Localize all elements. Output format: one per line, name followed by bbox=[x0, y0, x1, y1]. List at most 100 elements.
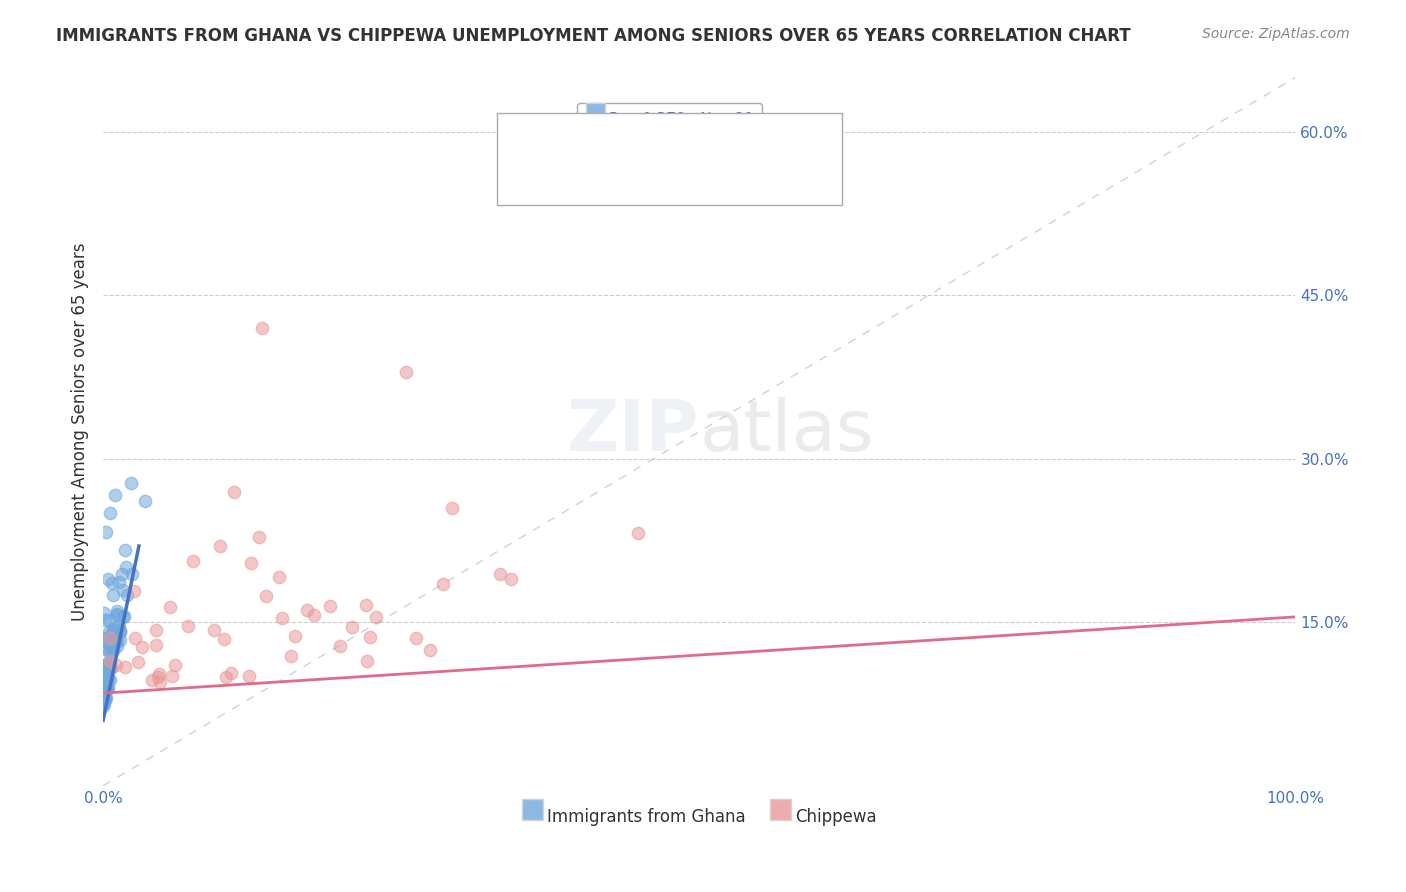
Point bbox=[104, 657, 127, 672]
Point bbox=[302, 607, 325, 622]
Point bbox=[145, 638, 167, 652]
Point bbox=[100, 576, 122, 591]
Point bbox=[93, 675, 115, 690]
Point bbox=[103, 632, 125, 646]
Point bbox=[93, 631, 115, 645]
Point bbox=[269, 570, 291, 584]
Point bbox=[395, 365, 418, 379]
Point bbox=[114, 660, 136, 674]
Point bbox=[97, 613, 120, 627]
Point bbox=[134, 494, 156, 508]
Point bbox=[254, 590, 277, 604]
Point bbox=[101, 624, 124, 638]
Point bbox=[181, 554, 204, 568]
Text: IMMIGRANTS FROM GHANA VS CHIPPEWA UNEMPLOYMENT AMONG SENIORS OVER 65 YEARS CORRE: IMMIGRANTS FROM GHANA VS CHIPPEWA UNEMPL… bbox=[56, 27, 1130, 45]
Point bbox=[97, 673, 120, 687]
Text: ZIP: ZIP bbox=[567, 397, 699, 467]
Point bbox=[96, 657, 118, 671]
Point bbox=[108, 618, 131, 632]
Point bbox=[97, 572, 120, 586]
Point bbox=[101, 588, 124, 602]
Point bbox=[214, 632, 236, 646]
Point bbox=[340, 620, 363, 634]
Point bbox=[280, 649, 302, 664]
Point bbox=[94, 691, 117, 706]
Point bbox=[114, 542, 136, 557]
Point bbox=[354, 598, 377, 612]
Point bbox=[238, 669, 260, 683]
Text: atlas: atlas bbox=[699, 397, 873, 467]
Legend: Immigrants from Ghana, Chippewa: Immigrants from Ghana, Chippewa bbox=[513, 799, 886, 834]
Point bbox=[96, 657, 118, 672]
Point bbox=[419, 642, 441, 657]
Point bbox=[432, 577, 454, 591]
Point bbox=[222, 484, 245, 499]
Point bbox=[93, 697, 115, 711]
Point bbox=[489, 566, 512, 581]
Point bbox=[405, 631, 427, 645]
Point bbox=[93, 663, 115, 677]
Point bbox=[94, 659, 117, 673]
Point bbox=[149, 675, 172, 690]
Point bbox=[93, 692, 115, 706]
Point bbox=[93, 675, 115, 690]
Point bbox=[329, 639, 352, 653]
Point bbox=[112, 582, 135, 597]
Point bbox=[96, 664, 118, 678]
Point bbox=[96, 681, 118, 696]
Point bbox=[295, 603, 318, 617]
Point bbox=[101, 631, 124, 645]
Point bbox=[93, 665, 115, 679]
Point bbox=[96, 632, 118, 646]
Point bbox=[112, 609, 135, 624]
Point bbox=[131, 640, 153, 655]
Point bbox=[94, 693, 117, 707]
Point bbox=[98, 654, 121, 668]
Point bbox=[96, 664, 118, 678]
Point bbox=[98, 673, 121, 687]
Point bbox=[98, 660, 121, 674]
Point bbox=[270, 610, 292, 624]
Point bbox=[104, 488, 127, 502]
Point bbox=[159, 599, 181, 614]
Point bbox=[121, 567, 143, 582]
Point bbox=[105, 640, 128, 654]
Point bbox=[98, 642, 121, 657]
Point bbox=[366, 610, 388, 624]
Point bbox=[120, 476, 142, 491]
Point bbox=[104, 621, 127, 635]
Point bbox=[101, 642, 124, 657]
Point bbox=[239, 557, 262, 571]
Point bbox=[148, 667, 170, 681]
Point bbox=[93, 663, 115, 677]
Point bbox=[141, 673, 163, 687]
Point bbox=[97, 671, 120, 685]
Point bbox=[93, 613, 115, 627]
Point bbox=[100, 660, 122, 674]
Point bbox=[97, 624, 120, 639]
Point bbox=[94, 689, 117, 703]
Point bbox=[112, 610, 135, 624]
Point bbox=[105, 604, 128, 618]
Point bbox=[145, 623, 167, 637]
Point bbox=[101, 644, 124, 658]
Point bbox=[101, 630, 124, 644]
Point bbox=[94, 678, 117, 692]
Point bbox=[160, 669, 183, 683]
Point bbox=[91, 670, 114, 684]
Point bbox=[107, 623, 129, 637]
Point bbox=[93, 692, 115, 706]
Point bbox=[127, 656, 149, 670]
Point bbox=[105, 634, 128, 648]
Point bbox=[96, 635, 118, 649]
Point bbox=[97, 657, 120, 671]
Point bbox=[177, 618, 200, 632]
Point bbox=[100, 636, 122, 650]
Text: Source: ZipAtlas.com: Source: ZipAtlas.com bbox=[1202, 27, 1350, 41]
Point bbox=[209, 539, 232, 553]
Point bbox=[105, 635, 128, 649]
Point bbox=[108, 624, 131, 638]
FancyBboxPatch shape bbox=[496, 113, 842, 205]
Point bbox=[93, 606, 115, 620]
Point bbox=[96, 680, 118, 694]
